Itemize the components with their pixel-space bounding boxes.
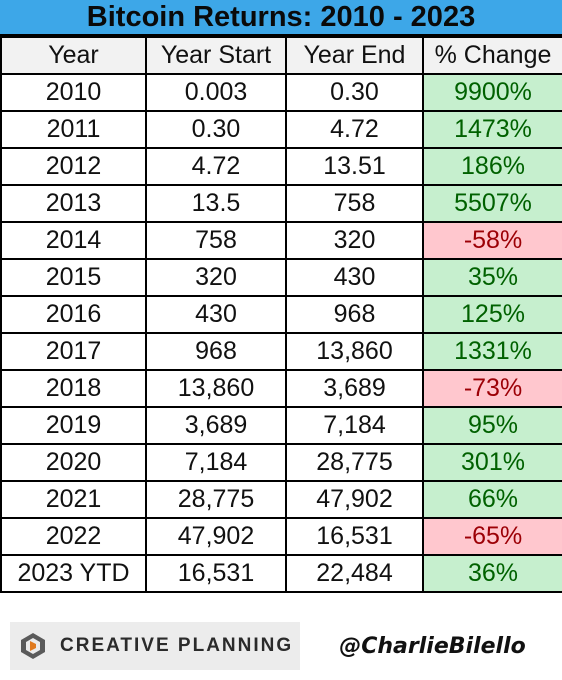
year-end-cell: 430 — [285, 258, 424, 297]
change-cell: -73% — [422, 369, 562, 408]
table-row: 2019 3,689 7,184 95% — [0, 406, 562, 445]
year-cell: 2013 — [0, 184, 147, 223]
table-title: Bitcoin Returns: 2010 - 2023 — [0, 0, 562, 36]
year-end-cell: 758 — [285, 184, 424, 223]
year-start-cell: 430 — [145, 295, 287, 334]
brand-box: CREATIVE PLANNING — [10, 622, 300, 670]
year-end-cell: 968 — [285, 295, 424, 334]
table-row: 2018 13,860 3,689 -73% — [0, 369, 562, 408]
change-cell: 9900% — [422, 73, 562, 112]
table-row: 2011 0.30 4.72 1473% — [0, 110, 562, 149]
table-row: 2010 0.003 0.30 9900% — [0, 73, 562, 112]
year-cell: 2022 — [0, 517, 147, 556]
year-end-cell: 3,689 — [285, 369, 424, 408]
change-cell: 301% — [422, 443, 562, 482]
year-start-cell: 28,775 — [145, 480, 287, 519]
table-row: 2022 47,902 16,531 -65% — [0, 517, 562, 556]
year-start-cell: 3,689 — [145, 406, 287, 445]
year-end-cell: 22,484 — [285, 554, 424, 593]
table-row: 2015 320 430 35% — [0, 258, 562, 297]
year-cell: 2010 — [0, 73, 147, 112]
year-cell: 2020 — [0, 443, 147, 482]
year-end-cell: 13.51 — [285, 147, 424, 186]
table-row: 2014 758 320 -58% — [0, 221, 562, 260]
year-end-cell: 28,775 — [285, 443, 424, 482]
change-cell: 1331% — [422, 332, 562, 371]
table-row: 2023 YTD 16,531 22,484 36% — [0, 554, 562, 593]
column-header-year-start: Year Start — [145, 36, 287, 75]
returns-table: Year Year Start Year End % Change 2010 0.… — [0, 36, 562, 593]
year-start-cell: 7,184 — [145, 443, 287, 482]
year-start-cell: 758 — [145, 221, 287, 260]
change-cell: -58% — [422, 221, 562, 260]
year-start-cell: 16,531 — [145, 554, 287, 593]
brand-name: CREATIVE PLANNING — [60, 635, 294, 656]
year-cell: 2015 — [0, 258, 147, 297]
change-cell: 186% — [422, 147, 562, 186]
change-cell: 36% — [422, 554, 562, 593]
year-end-cell: 4.72 — [285, 110, 424, 149]
year-start-cell: 968 — [145, 332, 287, 371]
year-cell: 2019 — [0, 406, 147, 445]
change-cell: 35% — [422, 258, 562, 297]
table-row: 2013 13.5 758 5507% — [0, 184, 562, 223]
year-cell: 2016 — [0, 295, 147, 334]
table-body: 2010 0.003 0.30 9900% 2011 0.30 4.72 1473% 2012 4… — [0, 73, 562, 593]
year-start-cell: 13.5 — [145, 184, 287, 223]
author-handle: @CharlieBilello — [339, 633, 526, 659]
year-start-cell: 4.72 — [145, 147, 287, 186]
table-row: 2012 4.72 13.51 186% — [0, 147, 562, 186]
header-row: Year Year Start Year End % Change — [0, 36, 562, 75]
table-row: 2021 28,775 47,902 66% — [0, 480, 562, 519]
footer: CREATIVE PLANNING @CharlieBilello — [0, 610, 562, 680]
year-end-cell: 0.30 — [285, 73, 424, 112]
creative-planning-logo-icon — [21, 633, 45, 659]
year-start-cell: 13,860 — [145, 369, 287, 408]
year-cell: 2011 — [0, 110, 147, 149]
change-cell: 66% — [422, 480, 562, 519]
year-cell: 2021 — [0, 480, 147, 519]
year-end-cell: 16,531 — [285, 517, 424, 556]
column-header-year-end: Year End — [285, 36, 424, 75]
year-end-cell: 13,860 — [285, 332, 424, 371]
year-end-cell: 320 — [285, 221, 424, 260]
year-cell: 2018 — [0, 369, 147, 408]
year-start-cell: 47,902 — [145, 517, 287, 556]
year-start-cell: 320 — [145, 258, 287, 297]
year-cell: 2012 — [0, 147, 147, 186]
column-header-change: % Change — [422, 36, 562, 75]
change-cell: 95% — [422, 406, 562, 445]
change-cell: 5507% — [422, 184, 562, 223]
table-row: 2020 7,184 28,775 301% — [0, 443, 562, 482]
change-cell: -65% — [422, 517, 562, 556]
year-cell: 2023 YTD — [0, 554, 147, 593]
table-row: 2017 968 13,860 1331% — [0, 332, 562, 371]
year-cell: 2014 — [0, 221, 147, 260]
column-header-year: Year — [0, 36, 147, 75]
year-start-cell: 0.003 — [145, 73, 287, 112]
year-end-cell: 7,184 — [285, 406, 424, 445]
change-cell: 1473% — [422, 110, 562, 149]
change-cell: 125% — [422, 295, 562, 334]
year-end-cell: 47,902 — [285, 480, 424, 519]
table-row: 2016 430 968 125% — [0, 295, 562, 334]
year-cell: 2017 — [0, 332, 147, 371]
year-start-cell: 0.30 — [145, 110, 287, 149]
